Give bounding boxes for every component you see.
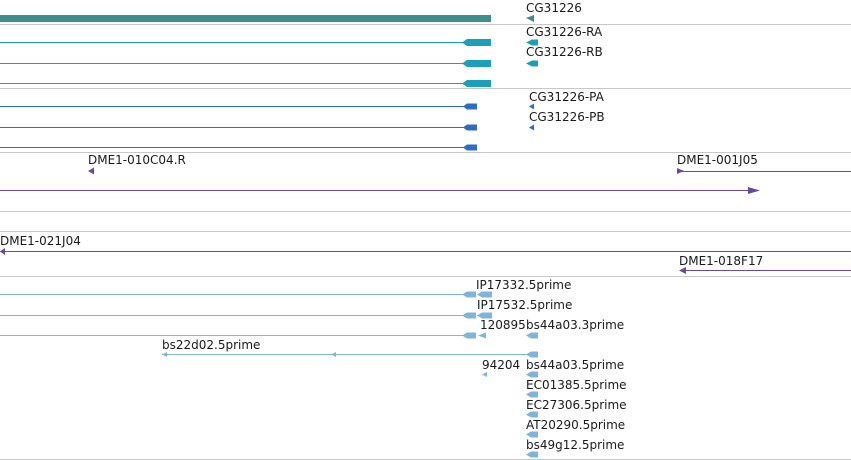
est-feature-block[interactable] [462,291,476,298]
est-label-bs22d02-5prime[interactable]: bs22d02.5prime [162,338,260,352]
transcript-feature-exon[interactable] [462,60,491,67]
est-bs49g12-5prime-block[interactable] [526,451,538,458]
est-ip17332-5prime-block[interactable] [477,291,492,298]
est-track: IP17332.5prime IP17532.5prime 120895 bs4… [0,278,627,458]
est-label-bs44a03-3prime[interactable]: bs44a03.3prime [526,318,624,332]
protein-track: CG31226-PA CG31226-PB [0,90,605,151]
clone-label-dme1-018f17[interactable]: DME1-018F17 [679,254,763,268]
transcript-cg31226-ra-arrow[interactable] [526,39,532,46]
clone-feature-arrow[interactable] [748,187,760,194]
est-at20290-5prime-block[interactable] [526,431,538,438]
protein-label-cg31226-pb[interactable]: CG31226-PB [529,110,605,124]
clone-label-dme1-010c04-r[interactable]: DME1-010C04.R [88,153,186,167]
est-120895-arrow[interactable] [478,332,486,339]
est-feature-block[interactable] [462,312,476,319]
est-label-at20290-5prime[interactable]: AT20290.5prime [526,418,625,432]
transcript-cg31226-rb-arrow[interactable] [526,60,532,67]
clone-dme1-018f17-arrow[interactable] [679,267,686,274]
clone-label-dme1-001j05[interactable]: DME1-001J05 [677,153,758,167]
protein-label-cg31226-pa[interactable]: CG31226-PA [529,90,605,104]
protein-cg31226-pb-arrow[interactable] [529,124,534,131]
gene-feature-cg31226-arrow[interactable] [526,15,534,22]
clone-track: DME1-010C04.R DME1-001J05 DME1-021J04 DM… [0,153,851,274]
est-label-ip17532-5prime[interactable]: IP17532.5prime [477,298,572,312]
clone-label-dme1-021j04[interactable]: DME1-021J04 [0,234,81,248]
protein-feature-block[interactable] [463,144,477,151]
transcript-cg31226-rb-block[interactable] [532,60,538,67]
gene-feature-cg31226-body[interactable] [0,15,491,22]
est-bs44a03-5prime-block[interactable] [526,371,538,378]
transcript-track: CG31226-RA CG31226-RB [0,25,603,87]
est-label-ec01385-5prime[interactable]: EC01385.5prime [526,378,627,392]
est-bs22d02-5prime-mid[interactable] [331,352,336,357]
gene-label-cg31226[interactable]: CG31226 [526,1,582,15]
transcript-label-cg31226-rb[interactable]: CG31226-RB [526,45,603,59]
protein-feature-block[interactable] [463,103,477,110]
est-label-ip17332-5prime[interactable]: IP17332.5prime [476,278,571,292]
transcript-feature-exon[interactable] [462,80,491,87]
est-label-120895[interactable]: 120895 [480,318,526,332]
gene-track: CG31226 [0,1,582,22]
track-separators [0,24,851,460]
protein-cg31226-pa-arrow[interactable] [529,103,534,110]
protein-feature-block[interactable] [463,124,477,131]
transcript-cg31226-ra-block[interactable] [532,39,538,46]
est-label-bs49g12-5prime[interactable]: bs49g12.5prime [526,438,624,452]
est-label-94204[interactable]: 94204 [482,358,520,372]
est-label-ec27306-5prime[interactable]: EC27306.5prime [526,398,627,412]
transcript-feature-exon[interactable] [462,39,491,46]
clone-dme1-010c04-r-arrow[interactable] [88,167,94,175]
est-label-bs44a03-5prime[interactable]: bs44a03.5prime [526,358,624,372]
est-ec27306-5prime-block[interactable] [526,411,538,418]
transcript-label-cg31226-ra[interactable]: CG31226-RA [526,25,603,39]
est-feature-block[interactable] [462,332,476,339]
clone-dme1-021j04-arrow[interactable] [0,248,5,255]
est-bs22d02-5prime-block[interactable] [526,351,538,358]
est-bs44a03-3prime-block[interactable] [526,332,538,339]
est-ip17532-5prime-block[interactable] [477,312,492,319]
est-ec01385-5prime-block[interactable] [526,391,538,398]
est-94204-arrow[interactable] [482,372,487,377]
